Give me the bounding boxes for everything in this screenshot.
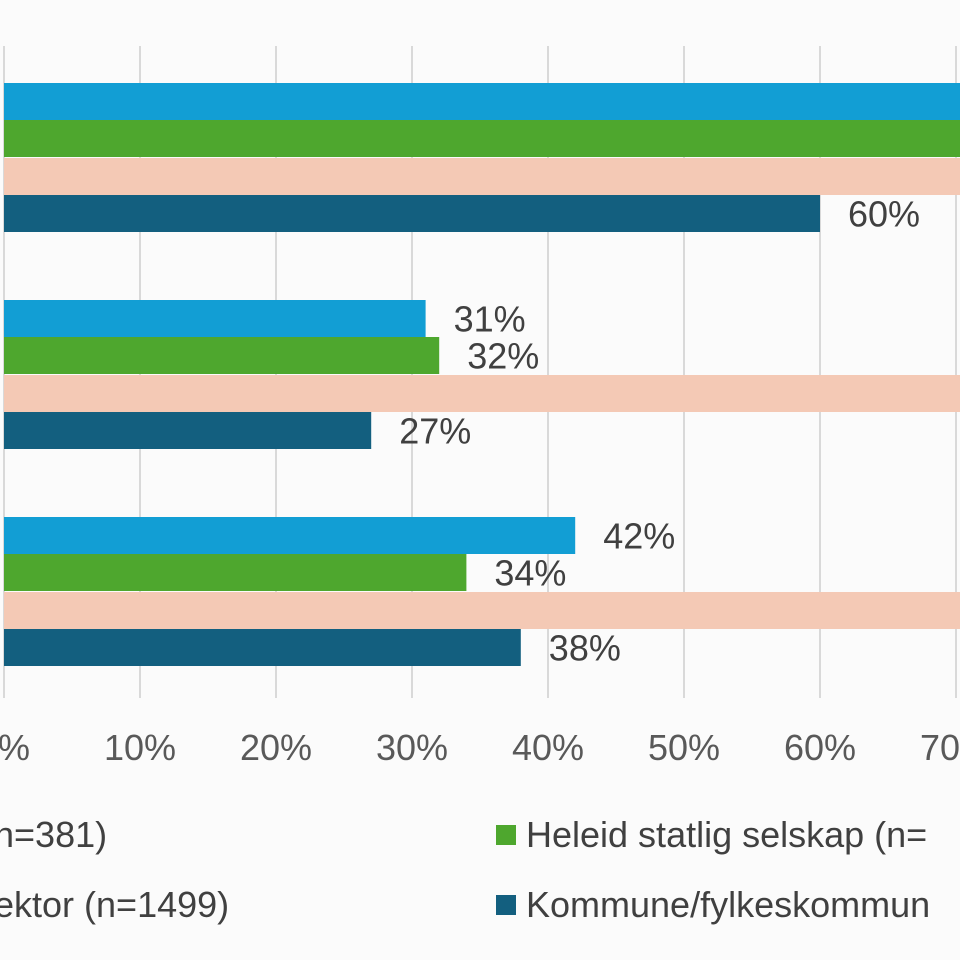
bar bbox=[4, 629, 521, 666]
bar bbox=[4, 337, 440, 374]
bar-value-label: 32% bbox=[467, 336, 539, 377]
legend-item-1: n=381) bbox=[0, 814, 107, 856]
bar-value-label: 60% bbox=[848, 194, 920, 235]
legend-label-1: n=381) bbox=[0, 814, 108, 855]
x-tick-label: 40% bbox=[512, 727, 584, 768]
legend-label-2: Heleid statlig selskap (n= bbox=[526, 814, 928, 855]
legend-item-4: Kommune/fylkeskommun bbox=[496, 884, 930, 926]
bar bbox=[4, 592, 960, 629]
legend-label-3: ektor (n=1499) bbox=[0, 884, 230, 925]
x-tick-label: 30% bbox=[376, 727, 448, 768]
x-tick-label: 60% bbox=[784, 727, 856, 768]
value-labels: 31% 42% 32% 34% 60% 27% 38% bbox=[399, 194, 920, 669]
x-tick-label: 10% bbox=[104, 727, 176, 768]
bar bbox=[4, 554, 467, 591]
bar bbox=[4, 517, 576, 554]
bar-value-label: 27% bbox=[399, 411, 471, 452]
x-tick-label: 0% bbox=[0, 727, 30, 768]
x-tick-label: 50% bbox=[648, 727, 720, 768]
legend-label-4: Kommune/fylkeskommun bbox=[526, 884, 931, 925]
bar-value-label: 38% bbox=[549, 628, 621, 669]
bar bbox=[4, 83, 960, 120]
legend-swatch-2 bbox=[496, 825, 516, 845]
bar bbox=[4, 195, 820, 232]
bar-value-label: 34% bbox=[494, 553, 566, 594]
bar bbox=[4, 300, 426, 337]
bars bbox=[4, 83, 960, 666]
bar-value-label: 42% bbox=[603, 516, 675, 557]
legend-item-3: ektor (n=1499) bbox=[0, 884, 229, 926]
legend-swatch-4 bbox=[496, 895, 516, 915]
bar bbox=[4, 375, 960, 412]
bar-value-label: 31% bbox=[454, 299, 526, 340]
x-axis-tick-labels: 0% 10% 20% 30% 40% 50% 60% 70% bbox=[0, 727, 960, 768]
bar bbox=[4, 158, 960, 195]
bar bbox=[4, 120, 960, 157]
x-tick-label: 20% bbox=[240, 727, 312, 768]
x-tick-label: 70% bbox=[920, 727, 960, 768]
legend-item-2: Heleid statlig selskap (n= bbox=[496, 814, 927, 856]
bar bbox=[4, 412, 372, 449]
